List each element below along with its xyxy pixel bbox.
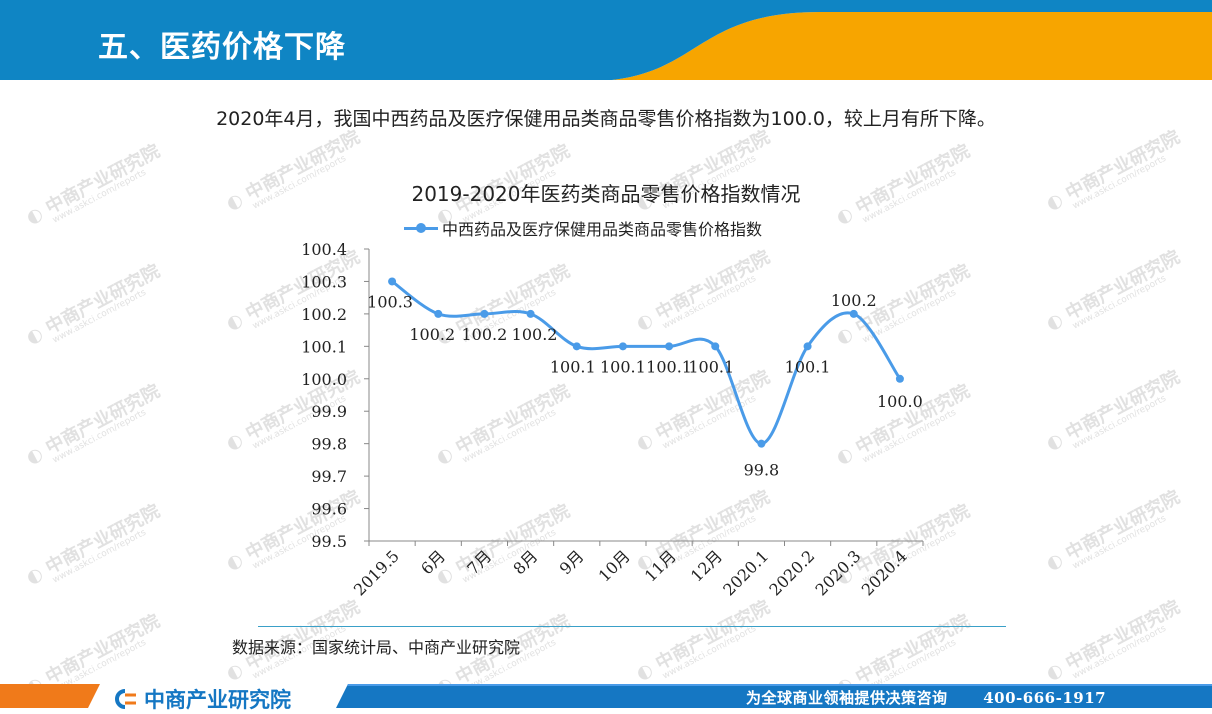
legend-marker-icon bbox=[404, 222, 438, 234]
x-tick-label: 2020.4 bbox=[858, 546, 911, 599]
data-label: 100.1 bbox=[550, 357, 596, 376]
page-title: 五、医药价格下降 bbox=[98, 30, 346, 65]
hotline-number: 400-666-1917 bbox=[983, 689, 1107, 707]
y-tick-label: 100.1 bbox=[301, 337, 347, 356]
y-tick-label: 100.4 bbox=[301, 240, 347, 259]
data-label: 99.8 bbox=[744, 461, 780, 480]
y-tick-label: 100.0 bbox=[301, 370, 347, 389]
x-tick-label: 6月 bbox=[417, 546, 449, 578]
data-point bbox=[711, 342, 720, 351]
data-point bbox=[665, 342, 674, 351]
footer-slogan: 为全球商业领袖提供决策咨询 400-666-1917 bbox=[746, 687, 1106, 708]
data-label: 100.0 bbox=[877, 392, 923, 411]
y-tick-label: 99.9 bbox=[311, 402, 347, 421]
footer-logo-text: 中商产业研究院 bbox=[144, 688, 291, 712]
data-point bbox=[803, 342, 812, 351]
x-tick-label: 9月 bbox=[556, 546, 588, 578]
data-point bbox=[849, 309, 858, 318]
data-label: 100.2 bbox=[512, 325, 558, 344]
data-source: 数据来源：国家统计局、中商产业研究院 bbox=[232, 638, 521, 657]
y-tick-label: 100.2 bbox=[301, 305, 347, 324]
x-tick-label: 11月 bbox=[641, 546, 680, 585]
data-point bbox=[480, 309, 489, 318]
header-background bbox=[0, 0, 1212, 80]
y-tick-label: 99.7 bbox=[311, 467, 347, 486]
x-tick-label: 8月 bbox=[509, 546, 541, 578]
x-tick-label: 7月 bbox=[463, 546, 495, 578]
askci-logo-icon bbox=[115, 689, 136, 709]
chart-area: 100.4 100.3 100.2 100.1 100.0 99.9 99.8 99.7 99.… bbox=[0, 160, 1212, 630]
x-tick-label: 10月 bbox=[595, 546, 634, 585]
data-point bbox=[618, 342, 627, 351]
data-point bbox=[757, 439, 766, 448]
slogan-text: 为全球商业领袖提供决策咨询 bbox=[746, 689, 948, 707]
chart-title: 2019-2020年医药类商品零售价格指数情况 bbox=[411, 182, 801, 206]
footer-background bbox=[0, 684, 1212, 708]
divider bbox=[258, 626, 1006, 627]
header-band: 五、医药价格下降 bbox=[0, 0, 1212, 80]
data-label: 100.2 bbox=[462, 325, 508, 344]
x-tick-label: 2020.1 bbox=[719, 546, 772, 599]
data-label: 100.1 bbox=[785, 357, 831, 376]
x-tick-label: 2019.5 bbox=[350, 546, 403, 599]
y-tick-label: 99.8 bbox=[311, 435, 347, 454]
data-point bbox=[434, 309, 443, 318]
data-label: 100.3 bbox=[367, 292, 413, 311]
data-point bbox=[388, 277, 397, 286]
data-label: 100.1 bbox=[646, 357, 692, 376]
x-tick-label: 2020.2 bbox=[765, 546, 818, 599]
data-point bbox=[526, 309, 535, 318]
data-point bbox=[572, 342, 581, 351]
footer-logo: 中商产业研究院 bbox=[112, 684, 291, 714]
footer-band bbox=[0, 680, 1212, 708]
summary-text: 2020年4月，我国中西药品及医疗保健用品类商品零售价格指数为100.0，较上月… bbox=[216, 108, 996, 130]
x-tick-label: 2020.3 bbox=[812, 546, 865, 599]
data-point bbox=[895, 374, 904, 383]
y-tick-label: 100.3 bbox=[301, 272, 347, 291]
y-tick-label: 99.5 bbox=[311, 532, 347, 551]
chart-legend: 中西药品及医疗保健用品类商品零售价格指数 bbox=[404, 216, 762, 240]
data-label: 100.2 bbox=[409, 325, 455, 344]
y-tick-label: 99.6 bbox=[311, 500, 347, 519]
data-label: 100.1 bbox=[600, 357, 646, 376]
legend-label: 中西药品及医疗保健用品类商品零售价格指数 bbox=[442, 220, 763, 239]
x-tick-label: 12月 bbox=[687, 546, 726, 585]
data-label: 100.1 bbox=[688, 357, 734, 376]
line-chart: 100.4 100.3 100.2 100.1 100.0 99.9 99.8 99.7 99.… bbox=[301, 240, 924, 599]
data-label: 100.2 bbox=[831, 291, 877, 310]
